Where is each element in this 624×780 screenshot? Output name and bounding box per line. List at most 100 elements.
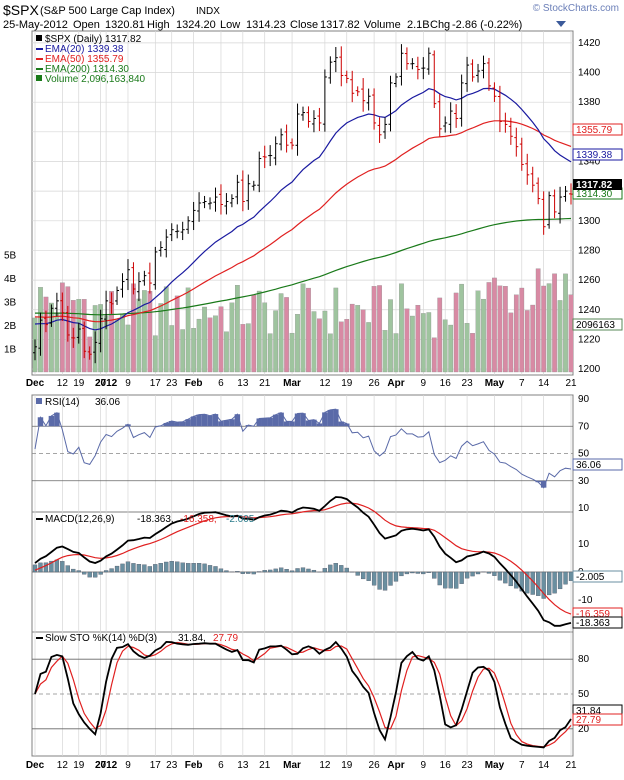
legend-volume: Volume 2,096,163,840 [45, 74, 146, 85]
quote-date: 25-May-2012 [3, 19, 68, 31]
x-tick-label: 21 [259, 760, 271, 771]
x-tick-label: 23 [462, 378, 474, 389]
macd-histogram-bar [99, 572, 103, 574]
open-label: Open [73, 19, 100, 31]
volume-bar [399, 284, 403, 372]
volume-bar [323, 311, 327, 372]
macd-histogram-bar [449, 572, 453, 588]
x-tick-label: 12 [57, 760, 69, 771]
macd-histogram-bar [569, 572, 573, 581]
macd-histogram-bar [339, 565, 343, 572]
volume-bar [252, 295, 256, 372]
macd-histogram-bar [224, 571, 228, 572]
macd-histogram-bar [137, 564, 141, 572]
volume-axis-label: 3B [4, 298, 17, 309]
volume-bar [465, 323, 469, 372]
volume-bar [487, 282, 491, 372]
macd-histogram-bar [126, 562, 130, 572]
quote-line: 25-May-2012 Open 1320.81 High 1324.20 Lo… [3, 19, 522, 31]
macd-histogram-bar [334, 563, 338, 572]
x-tick-label: 2012 [95, 378, 118, 389]
volume-bar [563, 274, 567, 372]
volume-bar [279, 294, 283, 372]
macd-histogram-bar [383, 572, 387, 590]
x-tick-label: Dec [26, 760, 45, 771]
macd-histogram-bar [60, 561, 64, 572]
triangle-down-icon[interactable] [556, 21, 566, 27]
macd-histogram-bar [203, 564, 207, 572]
macd-histogram-bar [55, 560, 59, 572]
tag-d-text: 27.79 [576, 715, 601, 726]
volume-bar [552, 274, 556, 372]
volume-bar [159, 303, 163, 372]
volume-bar [525, 310, 529, 372]
volume-bar [263, 303, 267, 372]
macd-histogram-bar [121, 564, 125, 572]
volume-bar [514, 295, 518, 372]
macd-histogram-bar [306, 569, 310, 572]
volume-bar [520, 288, 524, 372]
macd-histogram-bar [372, 572, 376, 585]
volume-bar [454, 293, 458, 372]
x-tick-label: 6 [218, 760, 224, 771]
exchange: INDX [196, 6, 220, 17]
macd-histogram-bar [460, 572, 464, 584]
volume-bar [290, 333, 294, 372]
volume-bar [394, 334, 398, 372]
volume-bar [432, 338, 436, 372]
rsi-swatch [36, 398, 42, 404]
volume-bar [569, 295, 573, 372]
y-tick-label: 1300 [578, 216, 601, 227]
volume-bar [459, 284, 463, 372]
volume-bar [55, 313, 59, 372]
x-tick-label: 26 [369, 760, 381, 771]
x-tick-label: 6 [218, 378, 224, 389]
macd-histogram-bar [405, 572, 409, 574]
x-tick-label: 19 [341, 760, 353, 771]
rsi-value: 36.06 [95, 397, 120, 408]
volume-bar [268, 334, 272, 372]
x-tick-label: Feb [185, 760, 203, 771]
macd-histogram-bar [356, 572, 360, 575]
macd-histogram-bar [186, 563, 190, 572]
y-tick-label: 1400 [578, 68, 601, 79]
volume-label: Volume [364, 19, 401, 31]
x-tick-label: 2012 [95, 760, 118, 771]
chg-value: -2.86 (-0.22%) [452, 19, 522, 31]
macd-histogram-bar [88, 572, 92, 577]
volume-bar [361, 310, 365, 372]
volume-bar [219, 307, 223, 372]
tag-rsi-text: 36.06 [576, 460, 601, 471]
macd-histogram-bar [345, 568, 349, 572]
macd-histogram-bar [290, 571, 294, 572]
volume-bar [410, 316, 414, 372]
low-label: Low [220, 19, 240, 31]
x-tick-label: 14 [538, 378, 550, 389]
macd-histogram-bar [213, 566, 217, 572]
macd-histogram-bar [197, 563, 201, 572]
macd-histogram-bar [312, 570, 316, 572]
high-value: 1324.20 [176, 19, 216, 31]
volume-bar [284, 297, 288, 372]
macd-histogram-bar [71, 569, 75, 572]
close-label: Close [290, 19, 318, 31]
macd-histogram-bar [285, 569, 289, 572]
volume-bar [230, 303, 234, 372]
x-tick-label: 16 [440, 378, 452, 389]
volume-bar [241, 324, 245, 372]
macd-histogram-bar [432, 572, 436, 578]
x-tick-label: Apr [387, 378, 404, 389]
y-tick-label: 1220 [578, 334, 601, 345]
volume-bar [191, 328, 195, 372]
high-label: High [147, 19, 170, 31]
rsi-tick-label: 30 [578, 476, 590, 487]
volume-bar [328, 334, 332, 372]
macd-histogram-bar [115, 566, 119, 572]
macd-histogram-bar [164, 562, 168, 572]
open-value: 1320.81 [105, 19, 145, 31]
y-tick-label: 1200 [578, 364, 601, 375]
volume-bar [180, 329, 184, 372]
macd-histogram-bar [427, 572, 431, 573]
macd-histogram-bar [454, 572, 458, 588]
